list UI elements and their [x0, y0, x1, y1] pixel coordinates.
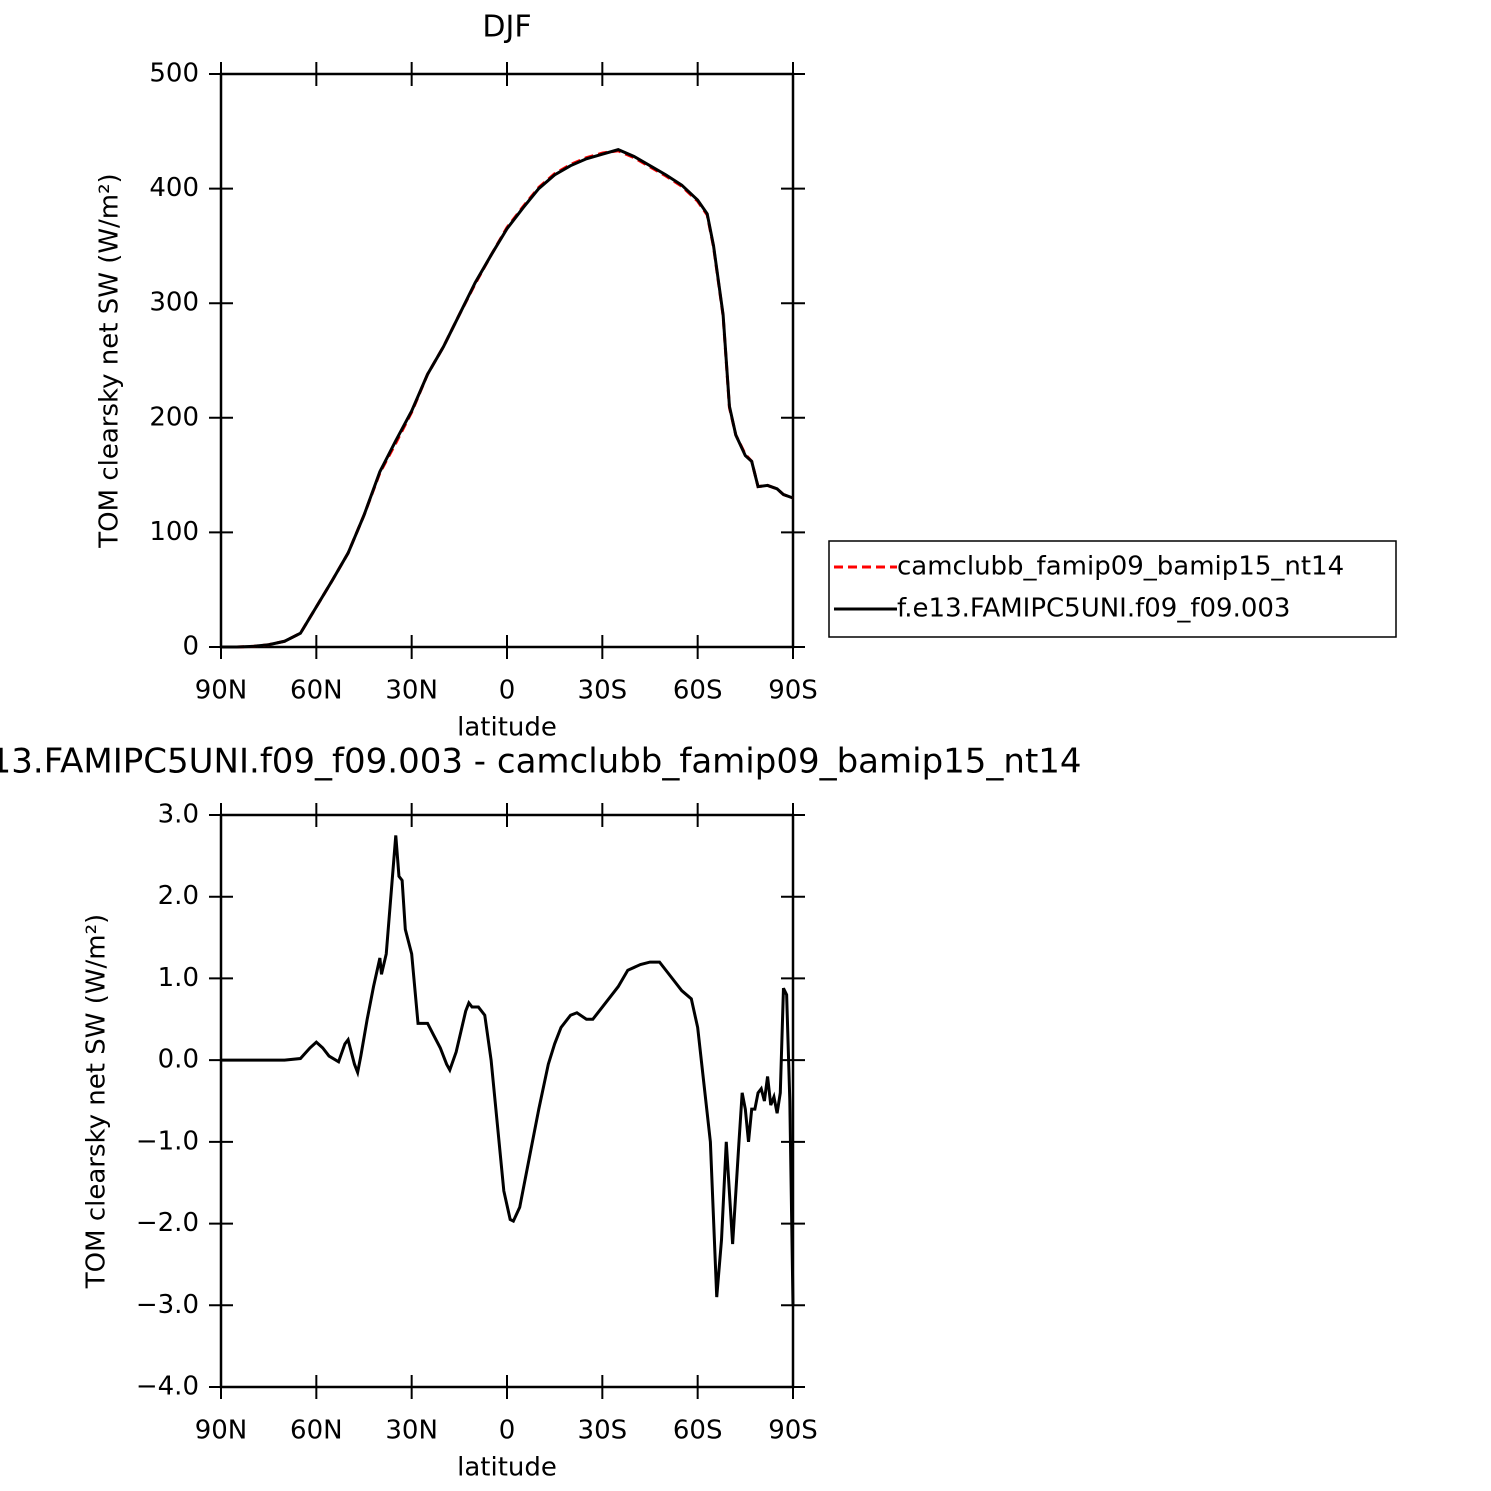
x-tick-label: 90N: [195, 1416, 248, 1446]
y-tick-label: 3.0: [158, 800, 199, 830]
y-tick-label: 100: [149, 517, 199, 547]
y-tick-label: 500: [149, 59, 199, 89]
legend-label: camclubb_famip09_bamip15_nt14: [897, 552, 1344, 582]
y-tick-label: 0.0: [158, 1045, 199, 1075]
x-tick-label: 60S: [673, 676, 723, 706]
data-line: [221, 149, 794, 649]
y-axis-label: TOM clearsky net SW (W/m²): [95, 173, 125, 548]
x-axis-label: latitude: [457, 713, 557, 743]
legend-label: f.e13.FAMIPC5UNI.f09_f09.003: [897, 594, 1290, 624]
x-tick-label: 90S: [768, 1416, 818, 1446]
chart-title: DJF: [482, 10, 531, 45]
y-tick-label: 2.0: [158, 881, 199, 911]
y-tick-label: 400: [149, 173, 199, 203]
legend-box: [828, 540, 1397, 638]
x-tick-label: 0: [499, 676, 516, 706]
plot-frame: [219, 72, 795, 649]
data-line: [221, 835, 795, 1306]
x-tick-label: 0: [499, 1416, 516, 1446]
x-tick-label: 60N: [290, 1416, 343, 1446]
x-axis-label: latitude: [457, 1453, 557, 1483]
chart-title: f.e13.FAMIPC5UNI.f09_f09.003 - camclubb_…: [0, 742, 1082, 782]
y-tick-label: 200: [149, 402, 199, 432]
x-tick-label: 60S: [673, 1416, 723, 1446]
x-tick-label: 30N: [385, 1416, 438, 1446]
y-tick-label: −1.0: [136, 1126, 199, 1156]
x-tick-label: 30N: [385, 676, 438, 706]
y-tick-label: 300: [149, 288, 199, 318]
y-tick-label: 1.0: [158, 963, 199, 993]
y-tick-label: −2.0: [136, 1208, 199, 1238]
x-tick-label: 60N: [290, 676, 343, 706]
plot-frame: [219, 813, 795, 1389]
data-line: [221, 148, 794, 649]
y-axis-label: TOM clearsky net SW (W/m²): [82, 914, 112, 1289]
y-tick-label: −3.0: [136, 1290, 199, 1320]
y-tick-label: 0: [182, 632, 199, 662]
x-tick-label: 90S: [768, 676, 818, 706]
x-tick-label: 30S: [578, 676, 628, 706]
y-tick-label: −4.0: [136, 1372, 199, 1402]
x-tick-label: 30S: [578, 1416, 628, 1446]
x-tick-label: 90N: [195, 676, 248, 706]
